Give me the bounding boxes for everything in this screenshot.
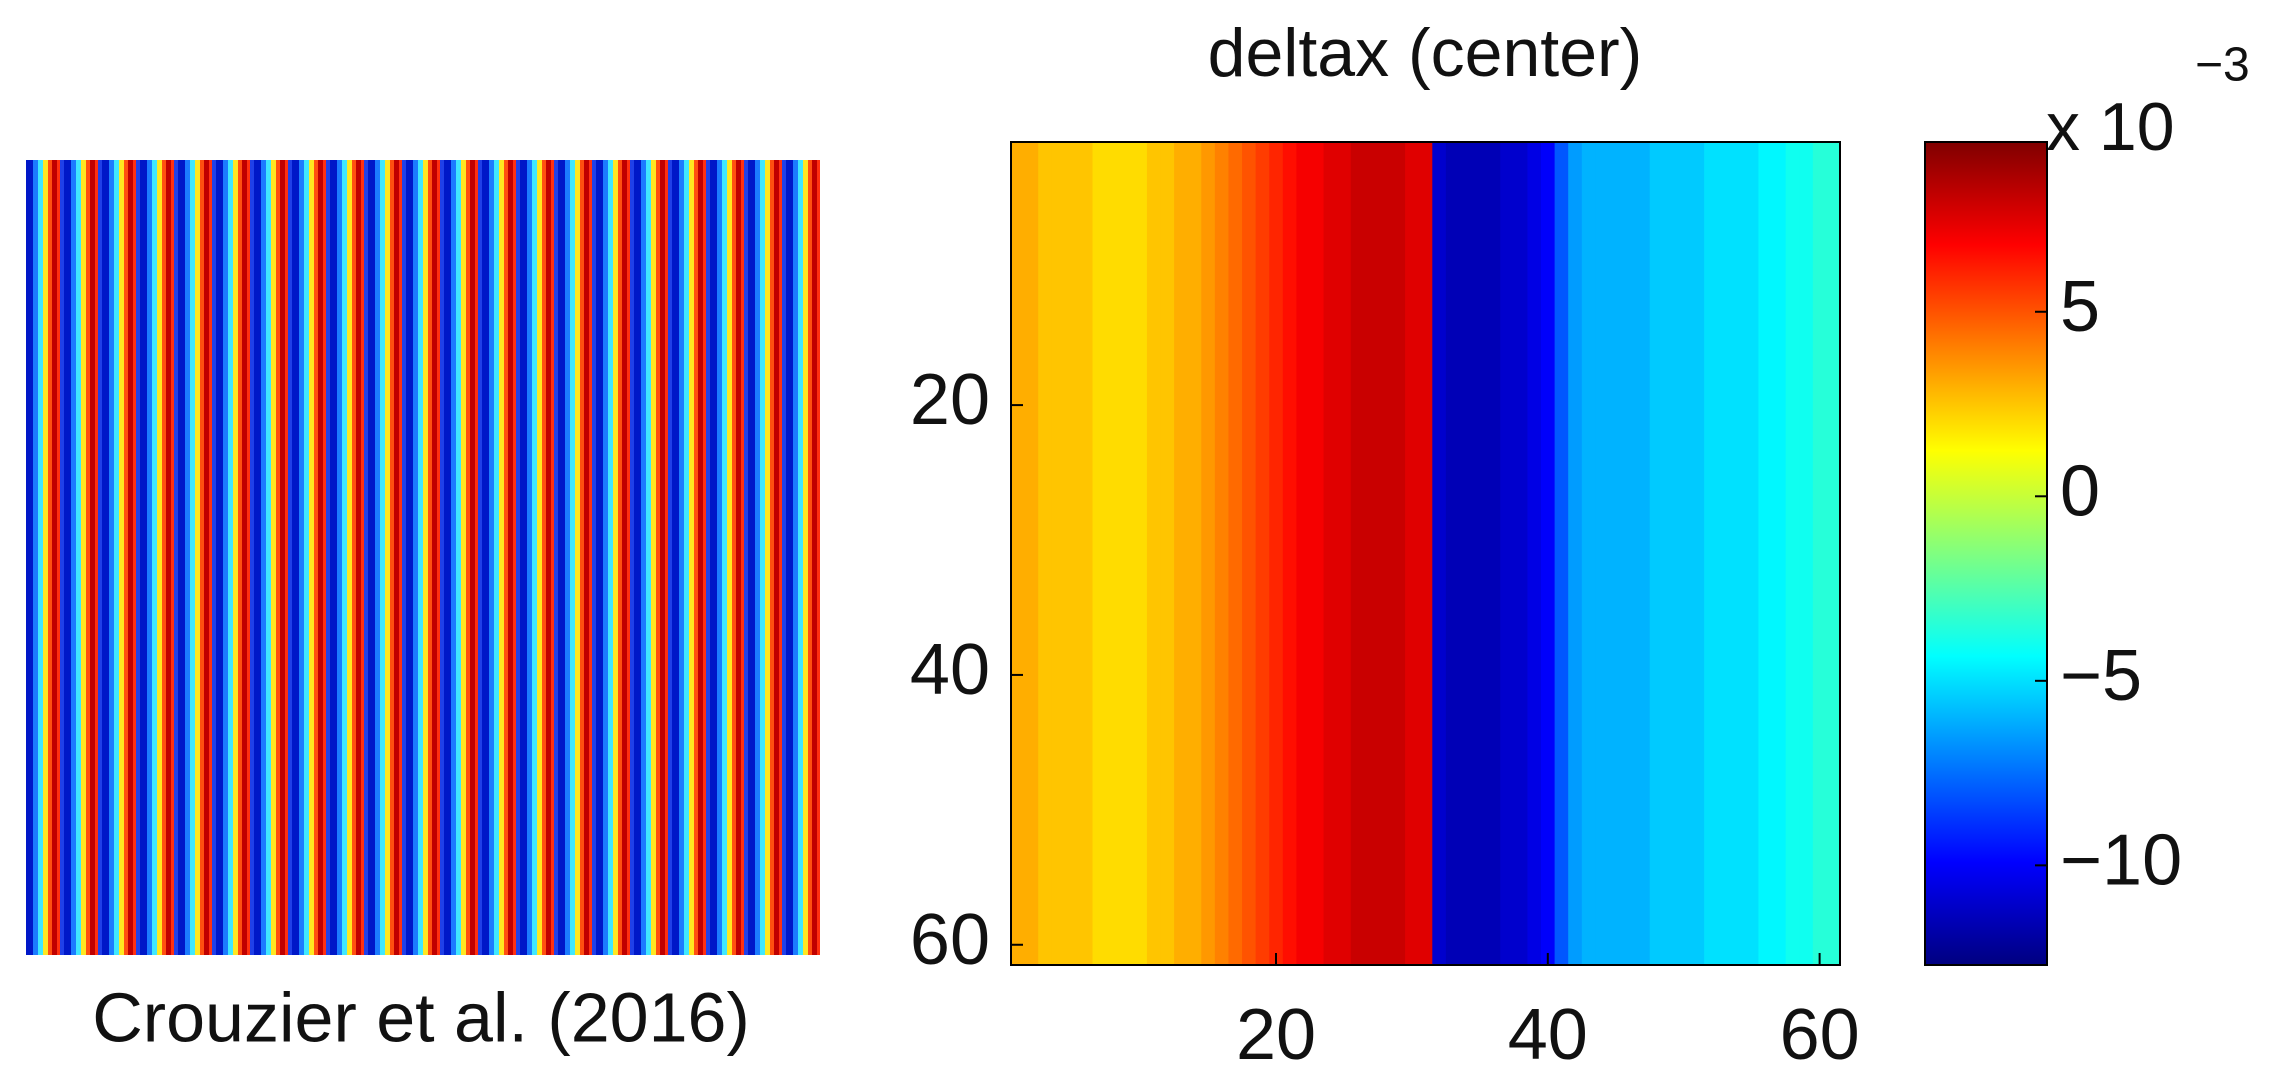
heatmap-column <box>1228 142 1243 965</box>
heatmap-column <box>1649 142 1664 965</box>
heatmap-column <box>1377 142 1393 965</box>
heatmap-column <box>1554 142 1569 965</box>
heatmap-column <box>1106 142 1121 965</box>
heatmap-column <box>1391 142 1406 965</box>
heatmap-column <box>1242 142 1257 965</box>
heatmap-column <box>1676 142 1692 965</box>
colorbar-tick-label: −5 <box>2060 636 2142 716</box>
heatmap-column <box>1717 142 1732 965</box>
y-tick-label: 60 <box>910 900 990 980</box>
heatmap-column <box>1772 142 1787 965</box>
heatmap-column <box>1744 142 1760 965</box>
heatmap-column <box>1704 142 1719 965</box>
heatmap-column <box>1038 142 1053 965</box>
colorbar-tick-label: 5 <box>2060 267 2100 347</box>
heatmap-column <box>1568 142 1583 965</box>
heatmap-column <box>1486 142 1501 965</box>
y-tick-label: 40 <box>910 630 990 710</box>
heatmap-column <box>1119 142 1134 965</box>
heatmap-column <box>1269 142 1284 965</box>
heatmap-column <box>1513 142 1529 965</box>
heatmap-column <box>1282 142 1297 965</box>
heatmap-column <box>1758 142 1773 965</box>
heatmap-column <box>1187 142 1202 965</box>
heatmap-column <box>1527 142 1542 965</box>
heatmap-column <box>1731 142 1746 965</box>
heatmap-column <box>1608 142 1624 965</box>
heatmap-column <box>1146 142 1162 965</box>
heatmap-column <box>1595 142 1610 965</box>
heatmap-column <box>1473 142 1488 965</box>
colorbar-tick-label: −10 <box>2060 820 2182 900</box>
heatmap-column <box>1214 142 1230 965</box>
heatmap-column <box>1174 142 1189 965</box>
colorbar <box>1924 141 2048 966</box>
heatmap-column <box>1812 142 1828 965</box>
heatmap-column <box>1011 142 1026 965</box>
heatmap-column <box>1799 142 1814 965</box>
heatmap-column <box>1350 142 1365 965</box>
heatmap-column <box>1065 142 1080 965</box>
heatmap-column <box>1581 142 1596 965</box>
x-tick-label: 40 <box>1508 995 1588 1072</box>
heatmap-column <box>1160 142 1175 965</box>
chart-title: deltax (center) <box>1208 15 1643 91</box>
heatmap-column <box>1078 142 1094 965</box>
y-tick-label: 20 <box>910 360 990 440</box>
heatmap-column <box>1309 142 1325 965</box>
axes-frame <box>1010 141 1841 966</box>
heatmap-column <box>1445 142 1461 965</box>
heatmap-column <box>1459 142 1474 965</box>
heatmap-column <box>1405 142 1420 965</box>
heatmap-column <box>1636 142 1651 965</box>
colorbar-scale: x 10 <box>2046 89 2175 165</box>
heatmap-column <box>1500 142 1515 965</box>
heatmap-column <box>1133 142 1148 965</box>
x-tick-label: 60 <box>1780 995 1860 1072</box>
heatmap-column <box>1092 142 1107 965</box>
heatmap-column <box>1785 142 1800 965</box>
colorbar-exponent: −3 <box>2195 39 2250 92</box>
heatmap-column <box>1690 142 1705 965</box>
x-tick-label: 20 <box>1236 995 1316 1072</box>
heatmap-column <box>1826 142 1841 965</box>
heatmap-column <box>1201 142 1216 965</box>
heatmap-column <box>1418 142 1433 965</box>
heatmap-column <box>1296 142 1311 965</box>
heatmap-column <box>1364 142 1379 965</box>
heatmap-column <box>1051 142 1066 965</box>
caption: Crouzier et al. (2016) <box>92 978 750 1056</box>
heatmap-column <box>1323 142 1338 965</box>
colorbar-tick-label: 0 <box>2060 451 2100 531</box>
heatmap-column <box>1024 142 1039 965</box>
heatmap-column <box>1432 142 1447 965</box>
heatmap-column <box>1337 142 1352 965</box>
heatmap-column <box>1622 142 1637 965</box>
heatmap-column <box>1255 142 1270 965</box>
heatmap-column <box>1663 142 1678 965</box>
heatmap-column <box>1541 142 1556 965</box>
stripe-image <box>26 160 820 955</box>
